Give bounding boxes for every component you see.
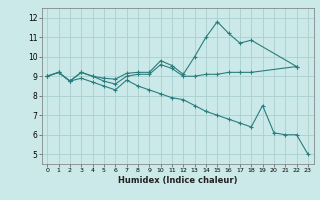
X-axis label: Humidex (Indice chaleur): Humidex (Indice chaleur) — [118, 176, 237, 185]
